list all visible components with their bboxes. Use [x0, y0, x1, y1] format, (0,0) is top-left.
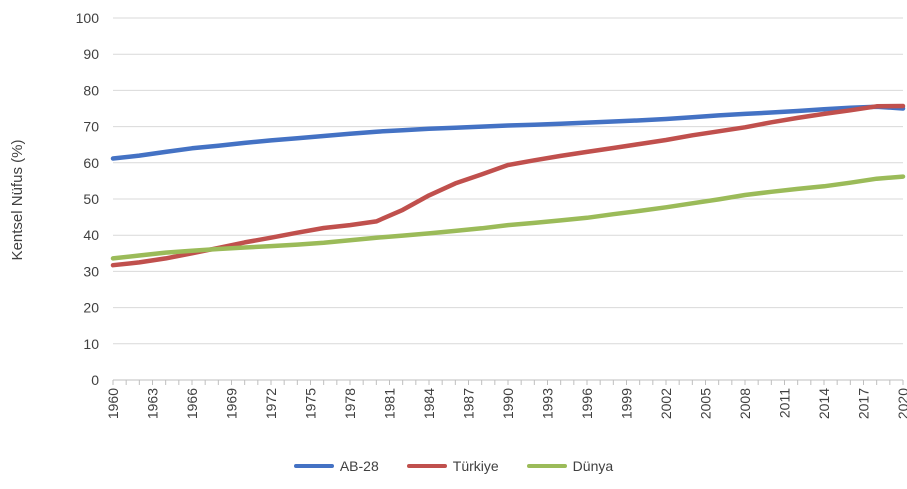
legend-label: Türkiye	[452, 458, 499, 474]
tick-labels: 0 10 20 30 40 50 60 70 80 90 100 1960 1963 1966 1969 19…	[76, 10, 907, 419]
x-tick-label: 1990	[500, 388, 516, 419]
x-tick-label: 1966	[184, 388, 200, 419]
y-tick-label: 20	[83, 300, 99, 316]
y-tick-label: 70	[83, 119, 99, 135]
y-tick-label: 30	[83, 263, 99, 279]
y-tick-label: 40	[83, 227, 99, 243]
x-tick-label: 1981	[382, 388, 398, 419]
x-tick-label: 1969	[224, 388, 240, 419]
x-tick-label: 1963	[145, 388, 161, 419]
x-tick-label: 1996	[579, 388, 595, 419]
x-tick-label: 2014	[816, 388, 832, 419]
y-tick-label: 90	[83, 46, 99, 62]
legend-label: AB-28	[339, 458, 379, 474]
legend-swatch	[406, 464, 447, 468]
series-line-1	[110, 103, 906, 268]
legend-item: Türkiye	[406, 458, 499, 474]
legend-swatch	[526, 464, 567, 468]
legend-swatch	[293, 464, 334, 468]
x-tick-label: 1987	[461, 388, 477, 419]
y-axis-label: Kentsel Nüfus (%)	[9, 140, 26, 261]
gridlines	[113, 17, 903, 345]
x-tick-label: 2020	[895, 388, 907, 419]
series-line-0	[110, 104, 906, 161]
y-tick-label: 50	[83, 191, 99, 207]
y-tick-label: 80	[83, 82, 99, 98]
x-tick-label: 2008	[737, 388, 753, 419]
legend: AB-28 Türkiye Dünya	[0, 458, 907, 474]
series-lines	[110, 103, 906, 268]
axes	[112, 379, 904, 385]
x-tick-label: 1984	[421, 388, 437, 419]
x-tick-label: 1999	[619, 388, 635, 419]
x-tick-label: 1960	[105, 388, 121, 419]
line-chart: 0 10 20 30 40 50 60 70 80 90 100 1960 1963 1966 1969 19…	[9, 10, 907, 419]
x-tick-label: 2005	[698, 388, 714, 419]
x-tick-label: 2011	[777, 388, 793, 418]
legend-item: AB-28	[293, 458, 379, 474]
x-tick-label: 1993	[540, 388, 556, 419]
x-tick-label: 2017	[856, 388, 872, 419]
x-tick-label: 1978	[342, 388, 358, 419]
y-tick-label: 100	[76, 10, 100, 26]
y-tick-label: 60	[83, 155, 99, 171]
x-tick-label: 1975	[303, 388, 319, 419]
y-tick-label: 0	[91, 372, 99, 388]
legend-label: Dünya	[572, 458, 614, 474]
x-tick-label: 1972	[263, 388, 279, 419]
y-tick-label: 10	[83, 336, 99, 352]
x-tick-label: 2002	[658, 388, 674, 419]
series-line-2	[110, 174, 906, 261]
legend-item: Dünya	[526, 458, 614, 474]
